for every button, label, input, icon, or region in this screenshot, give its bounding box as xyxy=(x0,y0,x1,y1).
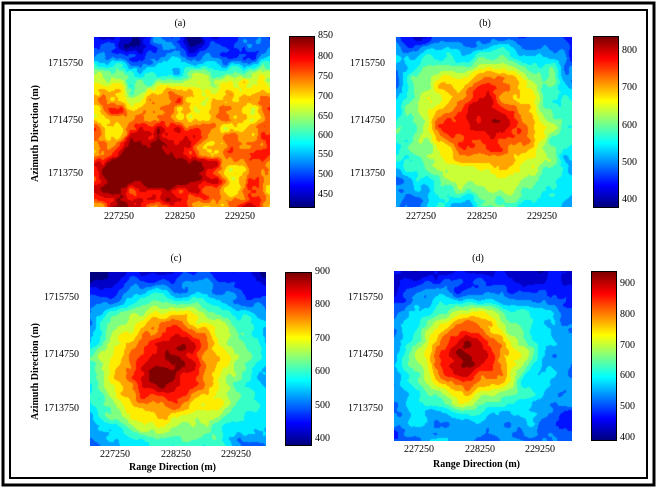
colorbar-tick-label: 700 xyxy=(620,340,635,351)
colorbar-tick-label: 650 xyxy=(318,111,333,122)
colorbar-tick-label: 800 xyxy=(620,309,635,320)
x-tick-label: 227250 xyxy=(104,211,134,222)
colorbar-tick-label: 450 xyxy=(318,189,333,200)
colorbar-tick-label: 700 xyxy=(622,82,637,93)
y-tick-label: 1714750 xyxy=(350,115,385,126)
y-tick-label: 1713750 xyxy=(348,403,383,414)
colorbar xyxy=(591,271,617,441)
x-tick-label: 229250 xyxy=(525,444,555,455)
x-tick-label: 229250 xyxy=(225,211,255,222)
y-tick-label: 1713750 xyxy=(48,168,83,179)
x-tick-label: 228250 xyxy=(161,449,191,460)
panel-title: (b) xyxy=(479,18,491,29)
x-tick-label: 228250 xyxy=(165,211,195,222)
colorbar-tick-label: 600 xyxy=(620,370,635,381)
colorbar-tick-label: 800 xyxy=(315,299,330,310)
colorbar-tick-label: 800 xyxy=(318,51,333,62)
colorbar-tick-label: 500 xyxy=(622,157,637,168)
colorbar-tick-label: 400 xyxy=(622,194,637,205)
y-axis-label: Azimuth Direction (m) xyxy=(30,322,41,420)
panel-title: (d) xyxy=(472,253,484,264)
y-tick-label: 1714750 xyxy=(44,349,79,360)
colorbar-tick-label: 600 xyxy=(622,120,637,131)
colorbar-tick-label: 400 xyxy=(620,432,635,443)
colorbar-tick-label: 700 xyxy=(318,91,333,102)
colorbar-tick-label: 900 xyxy=(620,278,635,289)
colorbar-tick-label: 400 xyxy=(315,433,330,444)
x-tick-label: 229250 xyxy=(527,211,557,222)
y-tick-label: 1715750 xyxy=(48,58,83,69)
x-tick-label: 228250 xyxy=(465,444,495,455)
x-tick-label: 227250 xyxy=(100,449,130,460)
colorbar-tick-label: 850 xyxy=(318,30,333,41)
x-axis-label: Range Direction (m) xyxy=(129,462,217,473)
y-tick-label: 1713750 xyxy=(350,168,385,179)
colorbar-tick-label: 700 xyxy=(315,333,330,344)
colorbar-tick-label: 500 xyxy=(318,169,333,180)
x-tick-label: 227250 xyxy=(406,211,436,222)
colorbar-tick-label: 900 xyxy=(315,266,330,277)
colorbar xyxy=(285,272,312,446)
y-tick-label: 1714750 xyxy=(48,115,83,126)
colorbar-tick-label: 550 xyxy=(318,149,333,160)
x-tick-label: 227250 xyxy=(404,444,434,455)
panel-title: (a) xyxy=(174,18,186,29)
y-tick-label: 1713750 xyxy=(44,403,79,414)
colorbar-tick-label: 500 xyxy=(620,401,635,412)
heatmap-plot xyxy=(94,37,270,207)
x-tick-label: 229250 xyxy=(221,449,251,460)
colorbar-tick-label: 800 xyxy=(622,45,637,56)
colorbar-tick-label: 600 xyxy=(318,130,333,141)
heatmap-plot xyxy=(90,272,266,446)
colorbar-tick-label: 500 xyxy=(315,400,330,411)
colorbar-tick-label: 600 xyxy=(315,366,330,377)
colorbar xyxy=(593,36,619,208)
y-tick-label: 1715750 xyxy=(44,292,79,303)
y-axis-label: Azimuth Direction (m) xyxy=(30,84,41,182)
heatmap-plot xyxy=(396,37,572,207)
colorbar-tick-label: 750 xyxy=(318,71,333,82)
y-tick-label: 1715750 xyxy=(348,292,383,303)
x-axis-label: Range Direction (m) xyxy=(433,459,521,470)
colorbar xyxy=(289,36,315,208)
y-tick-label: 1715750 xyxy=(350,58,385,69)
panel-title: (c) xyxy=(170,253,182,264)
heatmap-plot xyxy=(394,271,572,441)
y-tick-label: 1714750 xyxy=(348,349,383,360)
x-tick-label: 228250 xyxy=(467,211,497,222)
